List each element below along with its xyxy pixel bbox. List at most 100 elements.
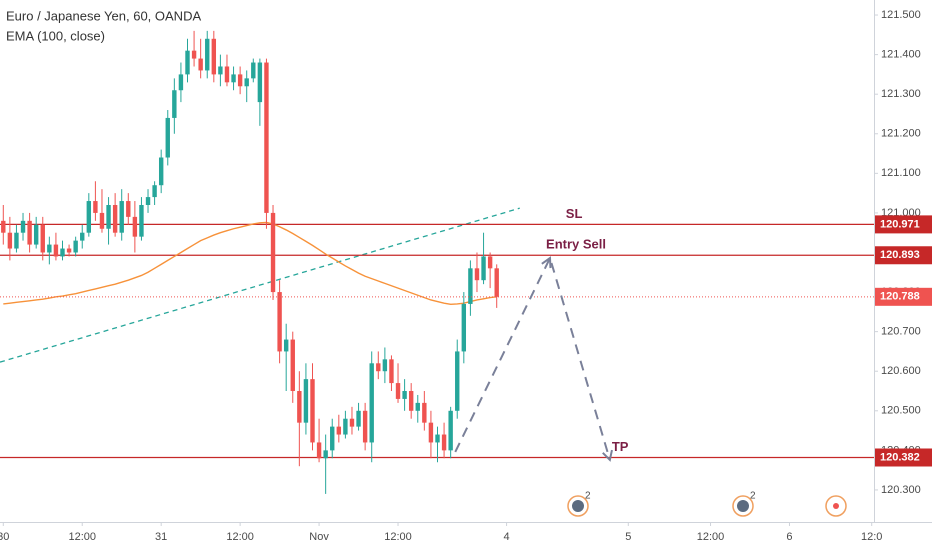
candle-body xyxy=(198,58,203,71)
x-tick-label: 12:00 xyxy=(68,531,96,543)
candle-body xyxy=(283,339,289,352)
candle-body xyxy=(165,117,170,158)
candle-body xyxy=(349,418,355,427)
candle-body xyxy=(415,402,420,411)
y-tick-label: 120.500 xyxy=(881,405,921,417)
x-tick-label: 4 xyxy=(504,531,510,543)
y-tick-label: 120.700 xyxy=(881,326,921,338)
candle-body xyxy=(60,248,65,257)
candle-body xyxy=(428,422,434,443)
event-count: 2 xyxy=(585,491,591,502)
candle-body xyxy=(119,201,124,233)
y-tick-label: 121.100 xyxy=(881,167,921,179)
y-tick-label: 121.400 xyxy=(881,49,921,61)
x-tick-label: 30 xyxy=(0,531,9,543)
candle-body xyxy=(47,244,52,253)
candle-body xyxy=(14,232,19,249)
candle-body xyxy=(376,363,381,372)
candle-body xyxy=(231,74,236,83)
level-name: Entry Sell xyxy=(546,237,606,252)
candle-body xyxy=(343,418,348,435)
candle-body xyxy=(303,379,309,423)
x-tick-label: 12:00 xyxy=(697,531,725,543)
candle-body xyxy=(99,212,105,229)
candle-body xyxy=(191,50,197,59)
candle-body xyxy=(356,410,361,427)
candle-body xyxy=(461,303,467,352)
candle-body xyxy=(270,212,276,293)
candle-body xyxy=(422,402,427,423)
candle-body xyxy=(152,185,157,198)
projection-arrow xyxy=(454,255,611,461)
candle-body xyxy=(185,50,190,75)
event-icon[interactable]: 2 xyxy=(567,491,591,517)
candle-body xyxy=(448,410,453,451)
candle-body xyxy=(264,62,269,213)
candle-body xyxy=(481,256,486,281)
candle-body xyxy=(395,383,401,399)
candle-body xyxy=(487,256,493,269)
candle-body xyxy=(218,66,223,75)
candle-body xyxy=(297,391,302,423)
candle-body xyxy=(145,197,151,206)
level-price-label: 120.893 xyxy=(880,249,920,261)
candle-body xyxy=(93,201,98,213)
candle-body xyxy=(277,292,282,352)
candle-body xyxy=(172,90,177,118)
candle-body xyxy=(112,205,118,233)
candle-body xyxy=(224,66,230,83)
candle-body xyxy=(66,248,72,253)
candle-body xyxy=(106,205,111,229)
event-icon[interactable] xyxy=(825,495,847,517)
candle-body xyxy=(251,62,256,79)
candle-body xyxy=(362,410,368,443)
candle-body xyxy=(330,426,335,451)
x-tick-label: 12:00 xyxy=(384,531,412,543)
candle-body xyxy=(211,38,217,75)
chart-title: Euro / Japanese Yen, 60, OANDA xyxy=(6,8,201,23)
candle-body xyxy=(310,379,315,443)
candle-body xyxy=(389,359,394,384)
candle-body xyxy=(494,268,499,297)
candle-body xyxy=(237,74,243,87)
candle-body xyxy=(316,442,322,459)
candle-body xyxy=(244,78,249,87)
last-price-box xyxy=(875,287,932,306)
candle-body xyxy=(178,74,184,91)
level-price-label: 120.971 xyxy=(880,218,920,230)
candle-body xyxy=(53,244,59,257)
x-tick-label: 6 xyxy=(786,531,792,543)
y-tick-label: 120.600 xyxy=(881,365,921,377)
candle-body xyxy=(290,339,295,392)
arrow-head xyxy=(541,256,552,269)
candle-body xyxy=(257,62,263,103)
candle-body xyxy=(158,157,164,186)
y-tick-label: 121.200 xyxy=(881,128,921,140)
candle-body xyxy=(382,359,388,372)
candle-body xyxy=(132,216,138,237)
candle-body xyxy=(80,232,85,241)
candle-body xyxy=(323,450,328,459)
x-tick-label: 31 xyxy=(155,531,167,543)
trend-line xyxy=(0,207,520,363)
candle-body xyxy=(205,38,210,71)
candle-body xyxy=(369,363,374,443)
candle-body xyxy=(336,426,342,435)
level-price-label: 120.382 xyxy=(880,451,920,463)
x-tick-label: Nov xyxy=(309,531,329,543)
chart-subtitle: EMA (100, close) xyxy=(6,28,105,43)
candle-body xyxy=(126,201,131,217)
event-icon[interactable]: 2 xyxy=(732,491,756,517)
y-tick-label: 120.300 xyxy=(881,484,921,496)
level-price-box xyxy=(875,215,932,234)
candle-body xyxy=(20,220,26,233)
candle-body xyxy=(27,220,32,245)
candle-body xyxy=(139,205,144,237)
candle-body xyxy=(7,232,13,249)
candle-body xyxy=(441,434,447,451)
level-price-box xyxy=(875,246,932,265)
x-tick-label: 5 xyxy=(625,531,631,543)
candle-body xyxy=(468,268,473,304)
